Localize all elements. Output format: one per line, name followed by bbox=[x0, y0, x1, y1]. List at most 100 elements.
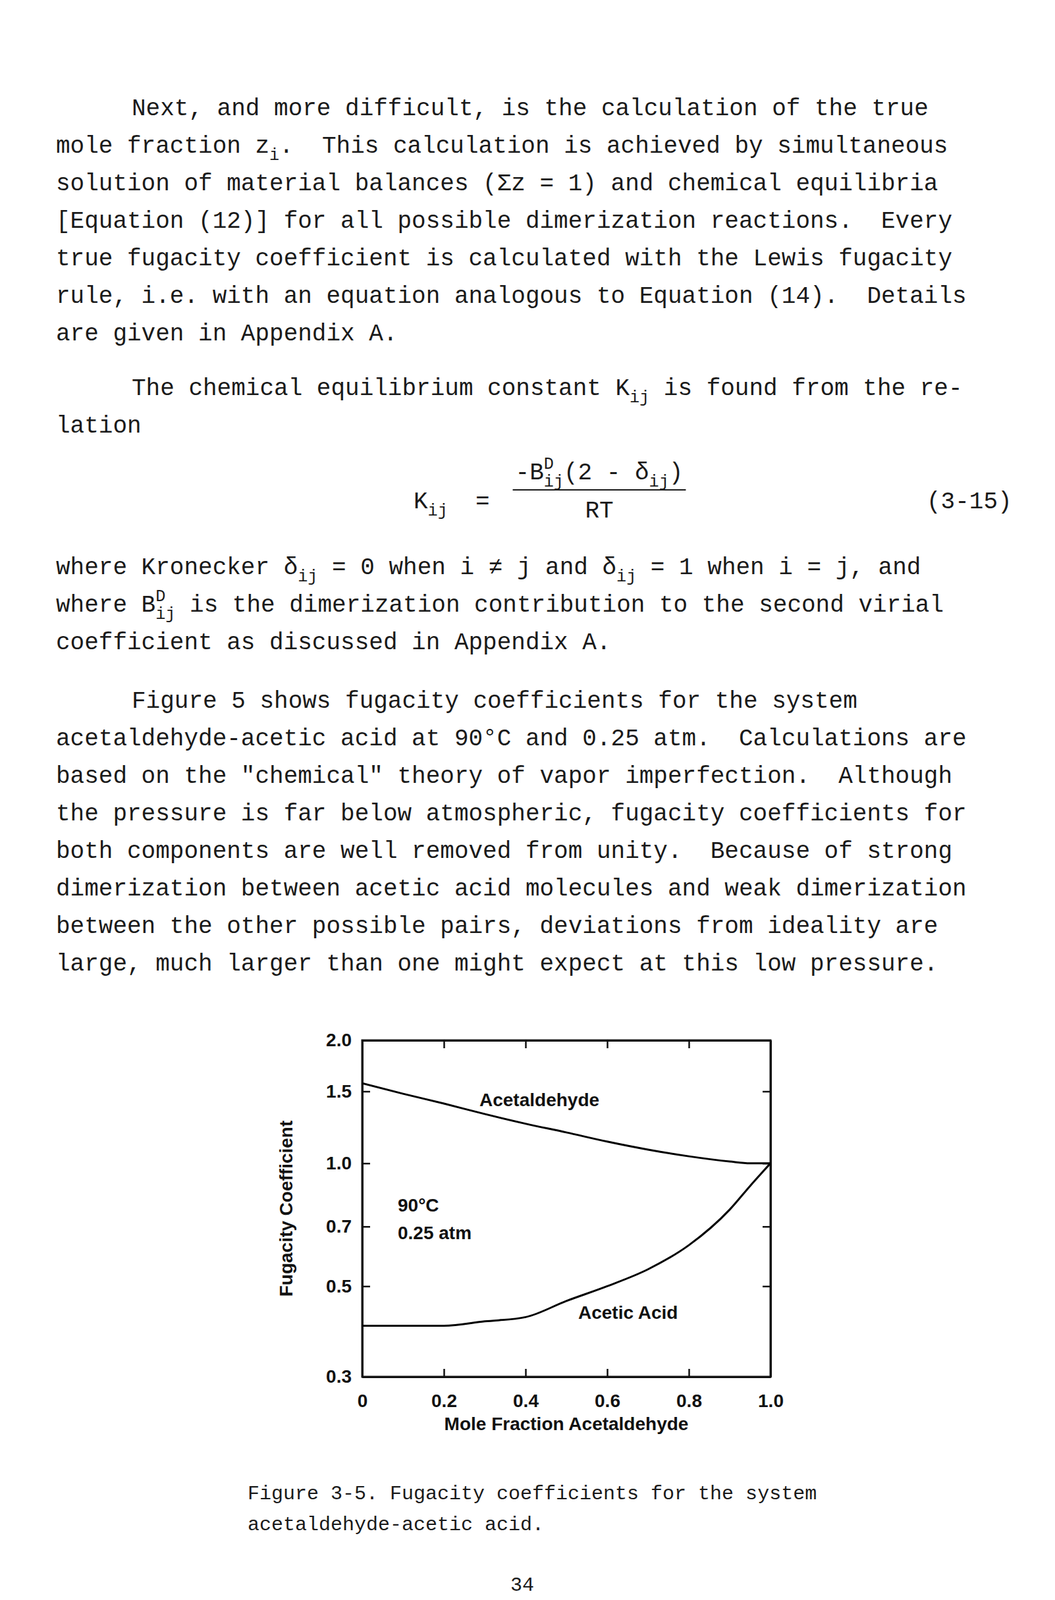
text-run: based on the "chemical" theory of vapor … bbox=[55, 763, 953, 791]
plot-frame bbox=[362, 1040, 771, 1378]
paragraph: Next, and more difficult, is the calcula… bbox=[55, 95, 967, 348]
tick-mark bbox=[762, 1286, 771, 1289]
text-run: large, much larger than one might expect… bbox=[55, 950, 938, 978]
text-run: Next, and more difficult, is the calcula… bbox=[131, 95, 929, 123]
tick-mark bbox=[762, 1226, 771, 1229]
subscript: ij bbox=[297, 567, 318, 587]
page-number: 34 bbox=[510, 1574, 535, 1597]
tick-mark bbox=[524, 1040, 527, 1049]
tick-label: 1.0 bbox=[757, 1390, 784, 1412]
tick-label: 1.0 bbox=[325, 1153, 352, 1174]
text-run: where B bbox=[55, 592, 156, 620]
tick-mark bbox=[443, 1369, 446, 1378]
paragraph: Figure 5 shows fugacity coefficients for… bbox=[55, 688, 967, 978]
text-run: is found from the re- bbox=[649, 375, 963, 403]
tick-mark bbox=[524, 1369, 527, 1378]
body-text: Next, and more difficult, is the calcula… bbox=[55, 95, 967, 978]
tick-mark bbox=[606, 1040, 609, 1049]
equation-number: (3-15) bbox=[926, 488, 1013, 516]
plot-lines bbox=[362, 1083, 771, 1326]
tick-label: 0.2 bbox=[431, 1390, 458, 1412]
tick bbox=[762, 1091, 771, 1092]
text-run: RT bbox=[584, 497, 614, 525]
tick-mark bbox=[362, 1091, 371, 1094]
text-run: . This calculation is achieved by simult… bbox=[279, 133, 948, 161]
subscript: i bbox=[269, 146, 280, 166]
page: Next, and more difficult, is the calcula… bbox=[0, 0, 1055, 1600]
tick: 1.0 bbox=[325, 1153, 371, 1174]
series-line bbox=[362, 1083, 771, 1164]
tick-label: 1.5 bbox=[325, 1081, 352, 1102]
text-run: = 0 when i ≠ j and δ bbox=[317, 554, 617, 582]
tick: 0.2 bbox=[431, 1369, 458, 1412]
caption-line: acetaldehyde-acetic acid. bbox=[247, 1514, 544, 1537]
tick: 0.6 bbox=[594, 1369, 621, 1412]
tick-mark bbox=[443, 1040, 446, 1049]
tick-label: 2.0 bbox=[325, 1029, 352, 1051]
tick-mark bbox=[362, 1163, 371, 1165]
x-axis: 0 0.2 0.4 0.6 0.8 1.0 bbox=[357, 1369, 784, 1412]
text-run: = 1 when i = j, and bbox=[636, 554, 921, 582]
equals: = bbox=[475, 488, 490, 516]
text-run: is the dimerization contribution to the … bbox=[175, 592, 944, 620]
tick bbox=[525, 1040, 527, 1049]
text-run: Figure 5 shows fugacity coefficients for… bbox=[131, 688, 858, 716]
text-run: ) bbox=[669, 459, 684, 487]
tick-mark bbox=[362, 1226, 371, 1229]
text-run: (2 - δ bbox=[563, 459, 650, 487]
tick-label: 0.4 bbox=[513, 1390, 539, 1412]
text-run: K bbox=[413, 488, 429, 516]
chart: 0 0.2 0.4 0.6 0.8 1.0 0.3 0.5 0.7 1.0 1.5 2.0 Acetal… bbox=[275, 1029, 784, 1435]
subscript: ij bbox=[629, 388, 650, 408]
text-run: where Kronecker δ bbox=[55, 554, 298, 582]
series-label: Acetic Acid bbox=[578, 1302, 678, 1324]
text-run: [Equation (12)] for all possible dimeriz… bbox=[55, 208, 953, 236]
paragraph: where Kronecker δij = 0 when i ≠ j and δ… bbox=[55, 554, 944, 657]
y-axis-title: Fugacity Coefficient bbox=[275, 1120, 297, 1298]
text-run: -B bbox=[515, 459, 544, 487]
tick-label: 0 bbox=[357, 1390, 369, 1412]
x-axis-title: Mole Fraction Acetaldehyde bbox=[444, 1413, 689, 1435]
tick: 0.8 bbox=[676, 1369, 703, 1412]
tick: 0.5 bbox=[325, 1276, 371, 1297]
tick bbox=[762, 1226, 771, 1228]
tick-mark bbox=[606, 1369, 609, 1378]
subscript: ij bbox=[155, 605, 176, 625]
caption: Figure 3-5. Fugacity coefficients for th… bbox=[247, 1483, 817, 1537]
tick-label: 0.7 bbox=[325, 1216, 352, 1237]
x-axis-top bbox=[362, 1040, 772, 1049]
text-run: solution of material balances (Σz = 1) a… bbox=[55, 170, 938, 198]
text-run: true fugacity coefficient is calculated … bbox=[55, 245, 953, 273]
text-run: acetaldehyde-acetic acid at 90°C and 0.2… bbox=[55, 725, 967, 753]
text-run: between the other possible pairs, deviat… bbox=[55, 913, 938, 941]
tick-mark bbox=[762, 1091, 771, 1094]
tick-label: 0.8 bbox=[676, 1390, 703, 1412]
tick-mark bbox=[688, 1369, 691, 1378]
subscript: ij bbox=[616, 567, 637, 587]
fraction-bar bbox=[513, 489, 687, 491]
text-run: mole fraction z bbox=[55, 133, 270, 161]
series-label: Acetaldehyde bbox=[479, 1089, 600, 1111]
tick: 0.4 bbox=[513, 1369, 539, 1412]
tick-label: 0.5 bbox=[325, 1276, 352, 1297]
text-run: lation bbox=[55, 412, 142, 440]
text-run: rule, i.e. with an equation analogous to… bbox=[55, 283, 967, 311]
superscript: D bbox=[155, 587, 166, 607]
text-run: are given in Appendix A. bbox=[55, 320, 398, 348]
tick-label: 0.3 bbox=[325, 1366, 352, 1387]
text-run: coefficient as discussed in Appendix A. bbox=[55, 629, 612, 657]
paragraph: The chemical equilibrium constant Kij is… bbox=[55, 375, 963, 440]
tick bbox=[443, 1040, 445, 1049]
caption-line: Figure 3-5. Fugacity coefficients for th… bbox=[247, 1483, 817, 1506]
tick-mark bbox=[362, 1286, 371, 1289]
tick-label: 0.6 bbox=[594, 1390, 621, 1412]
text-run: dimerization between acetic acid molecul… bbox=[55, 875, 967, 903]
tick-mark bbox=[688, 1040, 691, 1049]
text-run: the pressure is far below atmospheric, f… bbox=[55, 800, 967, 828]
tick: 0.7 bbox=[325, 1216, 371, 1237]
equation: Kij=-BDij(2 - δij)RT(3-15) bbox=[413, 455, 1013, 525]
text-run: The chemical equilibrium constant K bbox=[131, 375, 631, 403]
tick bbox=[607, 1040, 608, 1049]
tick bbox=[688, 1040, 690, 1049]
tick bbox=[762, 1286, 771, 1287]
